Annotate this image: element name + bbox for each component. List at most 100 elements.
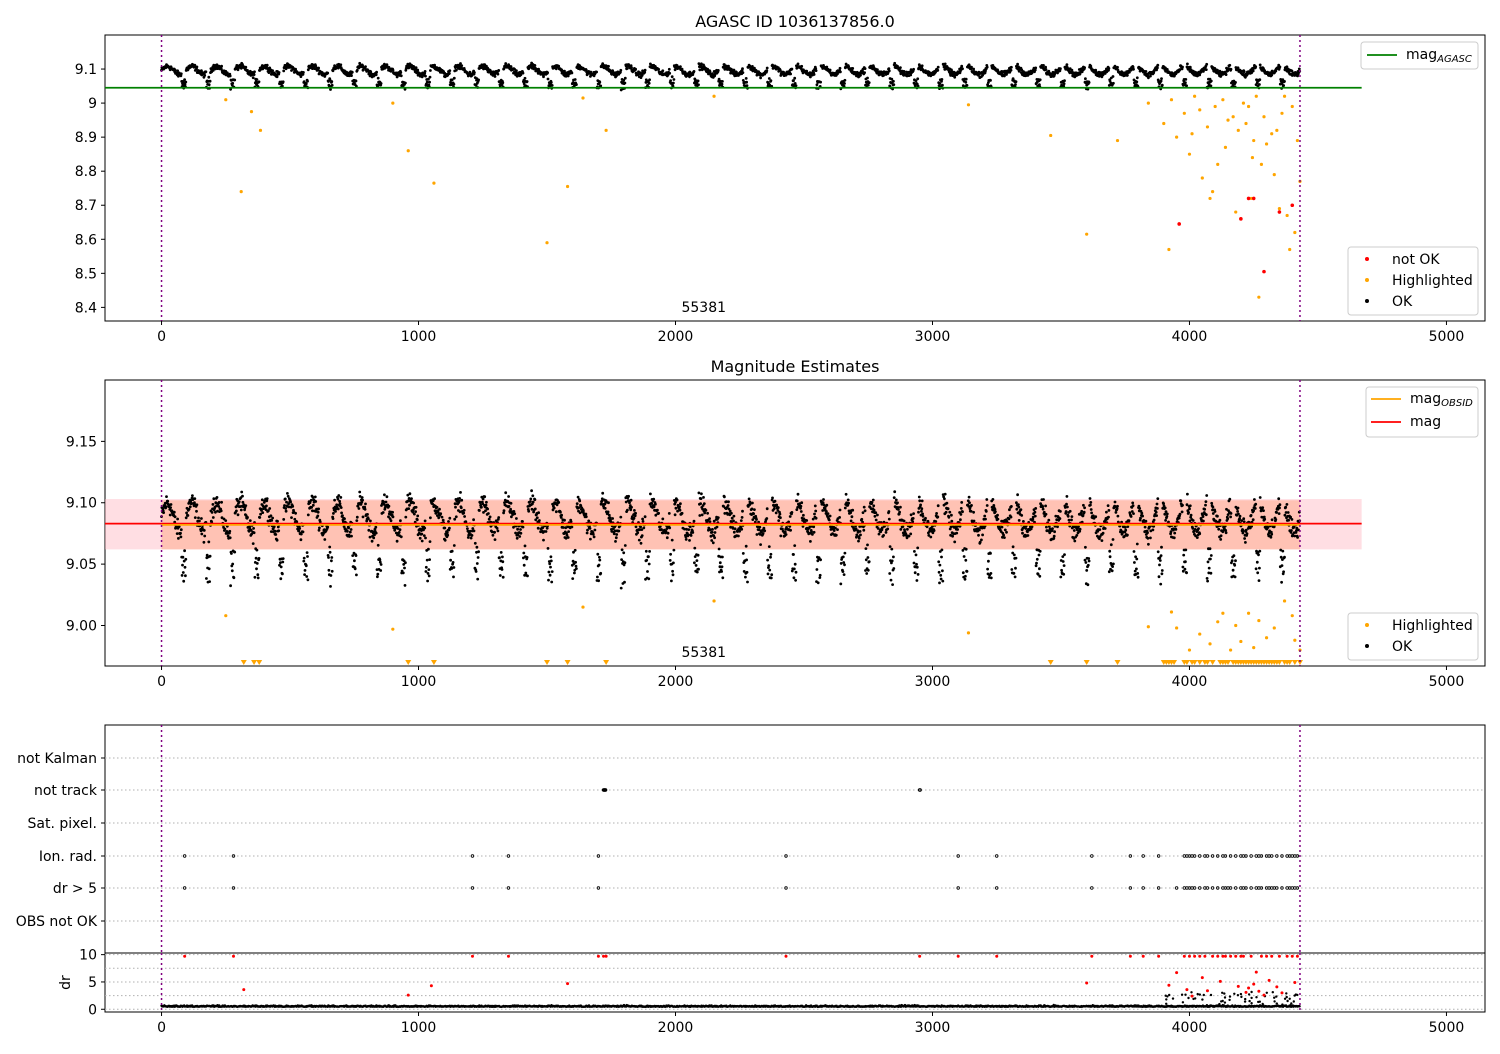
ok-point [555,510,558,513]
ok-point [524,77,527,80]
ok-point [216,496,219,499]
ok-point [938,582,941,585]
ok-point [648,563,651,566]
ok-point [207,541,210,544]
ok-point [673,78,676,81]
ok-point [326,72,329,75]
ok-point [1004,529,1007,532]
ok-point [960,513,963,516]
ok-point [218,501,221,504]
ok-point [317,511,320,514]
ok-point [688,539,691,542]
highlighted-point [1237,129,1240,132]
ok-point [598,559,601,562]
ok-point [196,503,199,506]
ok-point [716,526,719,529]
ok-point [1258,83,1261,86]
ok-point [940,556,943,559]
ok-point [886,528,889,531]
ok-point [839,583,842,586]
ok-point [859,530,862,533]
ok-point [312,504,315,507]
ok-point [596,576,599,579]
ok-point [719,561,722,564]
ok-point [330,574,333,577]
ok-point [627,495,630,498]
y-tick-label: 8.8 [75,164,97,180]
ok-point [793,568,796,571]
ok-point [793,77,796,80]
ok-point [862,529,865,532]
ok-point [845,493,848,496]
ok-point [426,580,429,583]
ok-point [586,532,589,535]
ok-point [522,552,525,555]
ok-point [959,518,962,521]
ok-point [1013,572,1016,575]
ok-point [922,515,925,518]
ok-point [671,539,674,542]
ok-point [874,515,877,518]
ok-point [404,584,407,587]
ok-point [256,78,259,81]
ok-point [282,70,285,73]
highlighted-point [391,101,394,104]
ok-point [615,533,618,536]
ok-point [205,577,208,580]
ok-point [613,532,616,535]
ok-point [947,507,950,510]
ok-point [679,509,682,512]
ok-point [577,496,580,499]
ok-point [844,79,847,82]
ok-point [480,506,483,509]
y-tick-label: 9 [88,96,97,112]
ok-point [392,516,395,519]
ok-point [697,83,700,86]
ok-point [698,514,701,517]
ok-point [1014,576,1017,579]
ok-point [892,567,895,570]
ok-point [937,66,940,69]
ok-point [1184,78,1187,81]
ok-point [515,517,518,520]
highlighted-point [224,98,227,101]
ok-point [1001,526,1004,529]
ok-point [858,537,861,540]
ok-point [978,529,981,532]
ok-point [657,68,660,71]
ok-point [354,567,357,570]
ok-point [169,506,172,509]
ok-point [1010,66,1013,69]
ok-point [463,509,466,512]
highlighted-point [1049,134,1052,137]
ok-point [721,83,724,86]
ok-point [1252,70,1255,73]
ok-point [229,584,232,587]
highlighted-point [1291,105,1294,108]
ok-point [950,514,953,517]
ok-point [453,544,456,547]
ok-point [203,535,206,538]
ok-point [872,499,875,502]
ok-point [194,516,197,519]
ok-point [859,74,862,77]
ok-point [912,512,915,515]
ok-point [767,564,770,567]
ok-point [549,574,552,577]
highlighted-point [1216,163,1219,166]
ok-point [347,527,350,530]
ok-point [665,530,668,533]
ok-point [165,495,168,498]
highlighted-point [1198,108,1201,111]
ok-point [1160,77,1163,80]
ok-point [1010,568,1013,571]
ok-point [745,81,748,84]
ok-point [759,543,762,546]
ok-point [255,557,258,560]
ok-point [271,517,274,520]
ok-point [916,77,919,80]
ok-point [628,501,631,504]
ok-point [791,511,794,514]
ok-point [770,553,773,556]
ok-point [839,67,842,70]
